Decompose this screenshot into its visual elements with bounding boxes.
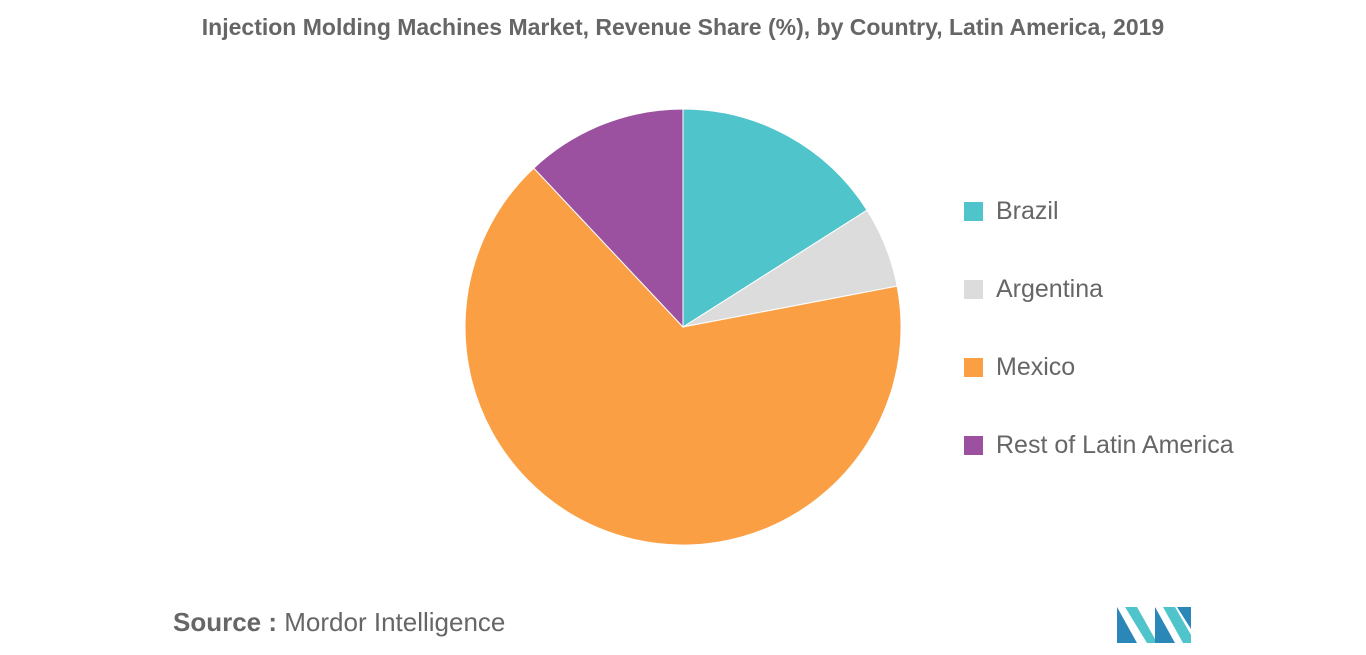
pie-slice-brazil <box>682 108 868 328</box>
legend-swatch <box>964 279 983 299</box>
source-label: Source : <box>173 607 278 637</box>
legend-label: Rest of Latin America <box>996 430 1234 459</box>
legend-swatch <box>964 435 983 455</box>
chart-title: Injection Molding Machines Market, Reven… <box>201 14 1165 40</box>
mordor-intelligence-logo-icon <box>1117 607 1191 643</box>
legend-label: Argentina <box>996 274 1104 303</box>
legend-swatch <box>964 357 983 377</box>
legend-label: Mexico <box>996 352 1076 381</box>
chart-legend: Brazil Argentina Mexico Rest of Latin Ameri… <box>964 194 1234 506</box>
legend-item-mexico: Mexico <box>964 350 1234 384</box>
pie-slice-rest-of-latin-america <box>533 108 684 329</box>
legend-swatch <box>964 201 983 221</box>
source-note: Source : Mordor Intelligence <box>173 607 505 638</box>
source-text: Mordor Intelligence <box>284 607 506 637</box>
legend-item-rest-of-latin-america: Rest of Latin America <box>964 428 1234 462</box>
legend-label: Brazil <box>996 196 1059 225</box>
legend-item-brazil: Brazil <box>964 194 1234 228</box>
pie-slice-mexico <box>464 167 902 546</box>
legend-item-argentina: Argentina <box>964 272 1234 306</box>
